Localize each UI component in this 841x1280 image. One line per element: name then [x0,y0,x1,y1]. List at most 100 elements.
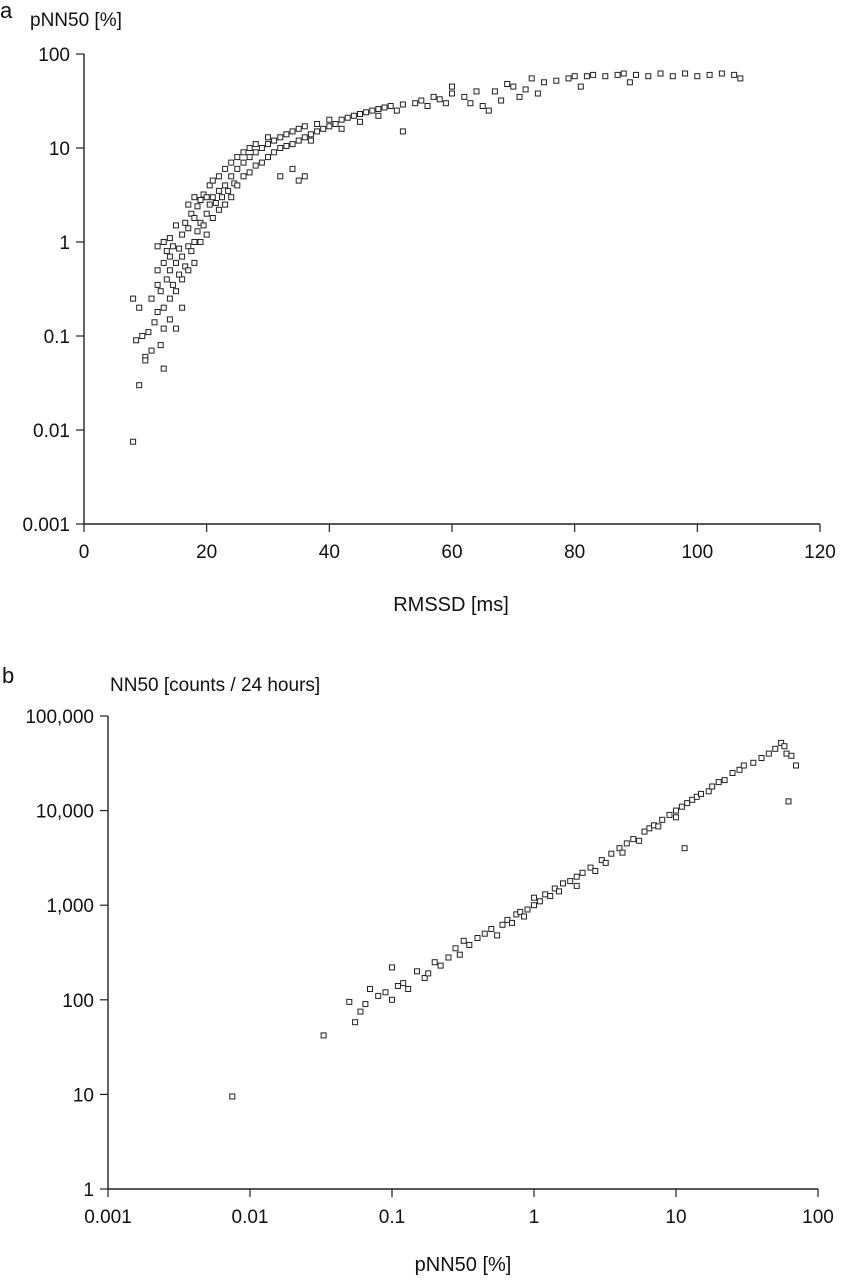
panel-a-data-point [234,154,241,161]
panel-a-data-point [461,93,468,100]
panel-b-data-point [547,893,554,899]
panel-b-data-point [715,779,722,786]
panel-a-data-point [194,228,201,235]
panel-a-data-point [240,159,247,166]
panel-a-data-point [577,83,584,90]
panel-a-data-point [154,243,161,250]
panel-b-data-point [619,849,626,856]
panel-a-data-point [166,295,173,302]
panel-a-data-point [215,206,222,213]
panel-a-data-point [154,267,161,274]
panel-a-data-point [522,86,529,93]
panel-a-data-point [130,295,137,302]
panel-a-data-point [154,309,161,315]
panel-a-data-point [166,267,173,274]
panel-a-data-point [136,382,143,389]
panel-b-data-point [729,770,736,776]
panel-a-axes [83,54,820,525]
panel-a-data-point [166,316,173,323]
panel-a-data-point [265,134,271,141]
panel-b-data-point [320,1032,327,1039]
panel-b-y-tick-label: 10,000 [36,802,94,823]
panel-b-data-point [521,913,527,920]
panel-a-data-point [222,201,229,208]
panel-a-data-point [682,70,689,77]
panel-b-data-point [778,739,785,746]
panel-b-points [229,739,799,1100]
panel-a-data-point [473,88,480,95]
panel-a-data-point [706,71,713,78]
panel-b-x-tick-label: 100 [802,1207,834,1228]
panel-b-data-point [641,828,648,835]
panel-b-data-point [481,930,488,937]
panel-b-data-point [445,954,452,961]
panel-a-data-point [326,123,333,130]
panel-a-data-point [212,200,219,206]
panel-a-y-tick-label: 0.001 [22,515,70,536]
panel-b-data-point [772,745,779,752]
panel-a-data-point [197,197,204,203]
panel-a-data-point [375,106,382,112]
panel-a-data-point [565,75,572,82]
panel-a: a pNN50 [%] RMSSD [ms] 0 20 40 60 80 100 120 0.… [0,0,836,616]
panel-a-data-point [160,365,167,372]
panel-a-data-point [258,145,265,151]
panel-a-data-point [357,111,363,117]
panel-a-x-tick-label: 80 [564,542,585,563]
panel-b-axes [107,716,818,1190]
panel-a-data-point [194,203,201,210]
panel-a-y-tick-label: 0.1 [44,327,70,348]
panel-b-data-point [740,762,747,769]
panel-a-data-point [277,173,284,180]
panel-b-data-point [655,823,662,830]
panel-a-data-point [151,319,158,326]
panel-a-data-point [731,71,738,78]
panel-a-data-point [185,225,192,232]
panel-b-data-point [608,850,615,857]
panel-a-data-point [157,342,164,349]
panel-b-x-tick-label: 0.1 [379,1207,405,1228]
panel-a-data-point [209,194,216,201]
panel-b-data-point [758,755,765,761]
panel-a-ylabel: pNN50 [%] [30,10,122,31]
panel-b-data-point [382,989,389,996]
panel-a-data-point [228,173,235,180]
panel-a-data-point [225,187,232,194]
panel-a-data-point [185,267,192,274]
panel-a-data-point [209,215,216,221]
panel-b-data-point [788,752,795,759]
panel-a-data-point [338,125,345,132]
panel-a-data-point [541,79,547,86]
panel-a-data-point [179,304,186,311]
panel-a-data-point [534,90,541,97]
panel-a-data-point [265,154,271,161]
panel-a-data-point [182,263,189,270]
panel-b-data-point [783,750,790,757]
panel-a-x-tick-label: 20 [196,542,217,563]
panel-a-data-point [289,141,296,148]
panel-b-data-point [357,1008,364,1015]
panel-a-data-point [669,73,676,80]
panel-b-data-point [785,798,792,805]
panel-a-y-tick-label: 100 [38,45,70,66]
panel-a-data-point [571,73,578,80]
panel-b-ylabel: NN50 [counts / 24 hours] [110,675,320,696]
panel-a-data-point [418,97,425,104]
panel-a-data-point [188,248,195,255]
panel-a-data-point [295,125,302,132]
panel-a-data-point [491,88,498,95]
panel-a-data-point [228,194,235,201]
panel-b-data-point [405,986,412,992]
panel-b-data-point [509,919,515,926]
panel-a-data-point [295,137,302,144]
panel-a-data-point [289,128,296,135]
panel-b-data-point [229,1093,236,1100]
panel-a-data-point [179,231,186,238]
panel-a-data-point [163,248,170,255]
panel-a-data-point [332,121,339,127]
panel-a-data-point [160,304,167,311]
panel-b-data-point [389,964,395,971]
panel-b-data-point [556,888,562,895]
panel-a-data-point [139,333,146,339]
